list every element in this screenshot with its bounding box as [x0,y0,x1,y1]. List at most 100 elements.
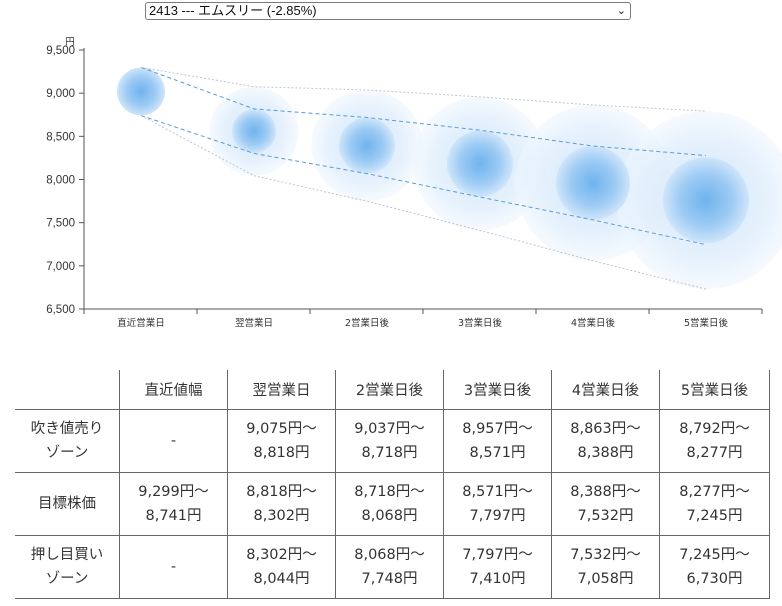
price-cell-line: 8,068円 [361,508,418,524]
price-cell-line: 8,302円 [253,508,310,524]
forecast-bubble-chart: 9,500 9,000 8,500 8,000 7,500 7,000 6,500 円直近営業… [46,37,782,329]
price-cell-line: 8,818円〜 [246,484,317,500]
price-cell-line: - [170,433,177,449]
target-bubble [556,145,630,220]
x-tick-label: 直近営業日 [117,317,165,329]
price-cell-line: 7,058円 [577,571,634,587]
table-row: 吹き値売りゾーン - 9,075円〜 8,818円 9,037円〜 8,718円 8,957… [15,409,770,473]
y-tick-label: 9,000 [46,88,75,100]
y-tick-label: 6,500 [46,304,75,316]
price-cell: 9,037円〜 8,718円 [335,409,444,473]
price-cell: 9,075円〜 8,818円 [227,409,336,473]
column-header: 5営業日後 [659,370,770,410]
price-cell: - [119,535,228,599]
price-cell-line: 8,388円 [577,445,634,461]
price-cell-line: 8,718円 [361,445,418,461]
y-tick-label: 7,500 [46,218,75,230]
x-tick-label: 2営業日後 [345,317,390,329]
column-header: 4営業日後 [551,370,660,410]
price-cell-line: 8,718円〜 [354,484,425,500]
stock-selector[interactable]: 2413 --- エムスリー (-2.85%) ⌄ [145,2,631,20]
column-header: 2営業日後 [335,370,444,410]
row-header-line: ゾーン [45,571,89,587]
price-cell-line: 9,299円〜 [138,484,209,500]
y-unit-label: 円 [65,37,75,48]
price-cell-line: 9,075円〜 [246,421,317,437]
price-cell-line: 8,044円 [253,571,310,587]
price-cell: 8,388円〜 7,532円 [551,472,660,536]
chevron-down-icon: ⌄ [616,5,626,17]
table-corner-cell [15,370,120,410]
price-cell: 8,792円〜 8,277円 [659,409,770,473]
stock-selector-value: 2413 --- エムスリー (-2.85%) [149,3,317,18]
price-cell-line: 8,741円 [145,508,202,524]
price-cell: 8,718円〜 8,068円 [335,472,444,536]
target-lower-line [140,115,707,246]
row-header-line: 目標株価 [38,496,96,512]
price-cell-line: 7,245円 [686,508,743,524]
axes-layer: 9,500 9,000 8,500 8,000 7,500 7,000 6,500 円直近営業… [46,37,763,329]
price-cell-line: 8,792円〜 [679,421,750,437]
price-cell-line: 7,532円〜 [570,547,641,563]
price-cell: 8,818円〜 8,302円 [227,472,336,536]
target-bubble [663,157,749,244]
price-cell-line: 8,277円 [686,445,743,461]
x-tick-label: 4営業日後 [571,317,616,329]
y-tick-label: 7,000 [46,261,75,273]
price-cell-line: 9,037円〜 [354,421,425,437]
column-header: 直近値幅 [119,370,228,410]
column-header: 翌営業日 [227,370,336,410]
target-bubble [232,109,276,154]
price-cell-line: 8,957円〜 [462,421,533,437]
price-cell: 8,277円〜 7,245円 [659,472,770,536]
price-cell-line: 7,748円 [361,571,418,587]
x-tick-label: 翌営業日 [235,317,273,329]
price-cell-line: 8,388円〜 [570,484,641,500]
price-cell-line: 8,571円 [469,445,526,461]
y-tick-label: 8,000 [46,175,75,187]
target-upper-line [140,66,707,157]
target-bubble [117,67,165,116]
x-tick-label: 3営業日後 [458,317,503,329]
row-header: 目標株価 [15,472,120,536]
table-row: 目標株価 9,299円〜 8,741円 8,818円〜 8,302円 8,718円〜 8,0… [15,472,770,536]
price-cell-line: 7,410円 [469,571,526,587]
range-lines-layer [140,66,707,290]
price-cell-line: 8,302円〜 [246,547,317,563]
price-cell-line: 7,245円〜 [679,547,750,563]
price-cell: 9,299円〜 8,741円 [119,472,228,536]
column-header: 3営業日後 [443,370,552,410]
price-cell: 8,068円〜 7,748円 [335,535,444,599]
row-header: 押し目買い ゾーン [15,535,120,599]
y-tick-label: 8,500 [46,131,75,143]
price-cell-line: 8,863円〜 [570,421,641,437]
y-tick-label: 9,500 [46,45,75,57]
row-header: 吹き値売り ゾーン [15,409,120,473]
price-cell: 7,245円〜 6,730円 [659,535,770,599]
outer-upper-line [140,66,707,112]
price-cell-line: 8,818円 [253,445,310,461]
price-cell-line: 7,797円〜 [462,547,533,563]
row-header-line: 押し目買い [30,547,104,563]
price-cell: 8,302円〜 8,044円 [227,535,336,599]
target-zone-layer [117,67,749,244]
price-cell-line: 8,068円〜 [354,547,425,563]
price-cell: 8,957円〜 8,571円 [443,409,552,473]
row-header-line: 吹き値売り [30,421,104,437]
price-cell-line: 8,571円〜 [462,484,533,500]
price-cell-line: 8,277円〜 [679,484,750,500]
price-cell-line: 7,532円 [577,508,634,524]
price-cell: 8,863円〜 8,388円 [551,409,660,473]
price-cell: 8,571円〜 7,797円 [443,472,552,536]
price-zone-table: 直近値幅 翌営業日 2営業日後 3営業日後 4営業日後 5営業日後吹き値売りゾーン - 9,0… [15,370,770,599]
row-header-line: ゾーン [45,445,89,461]
table-row: 押し目買いゾーン - 8,302円〜 8,044円 8,068円〜 7,748円 7,797… [15,535,770,599]
price-cell-line: - [170,559,177,575]
price-cell: 7,797円〜 7,410円 [443,535,552,599]
x-tick-label: 5営業日後 [684,317,729,329]
price-cell: 7,532円〜 7,058円 [551,535,660,599]
table-header-row: 直近値幅 翌営業日 2営業日後 3営業日後 4営業日後 5営業日後 [15,370,770,410]
outer-lower-line [140,115,707,290]
target-bubble [339,117,395,174]
price-cell-line: 7,797円 [469,508,526,524]
